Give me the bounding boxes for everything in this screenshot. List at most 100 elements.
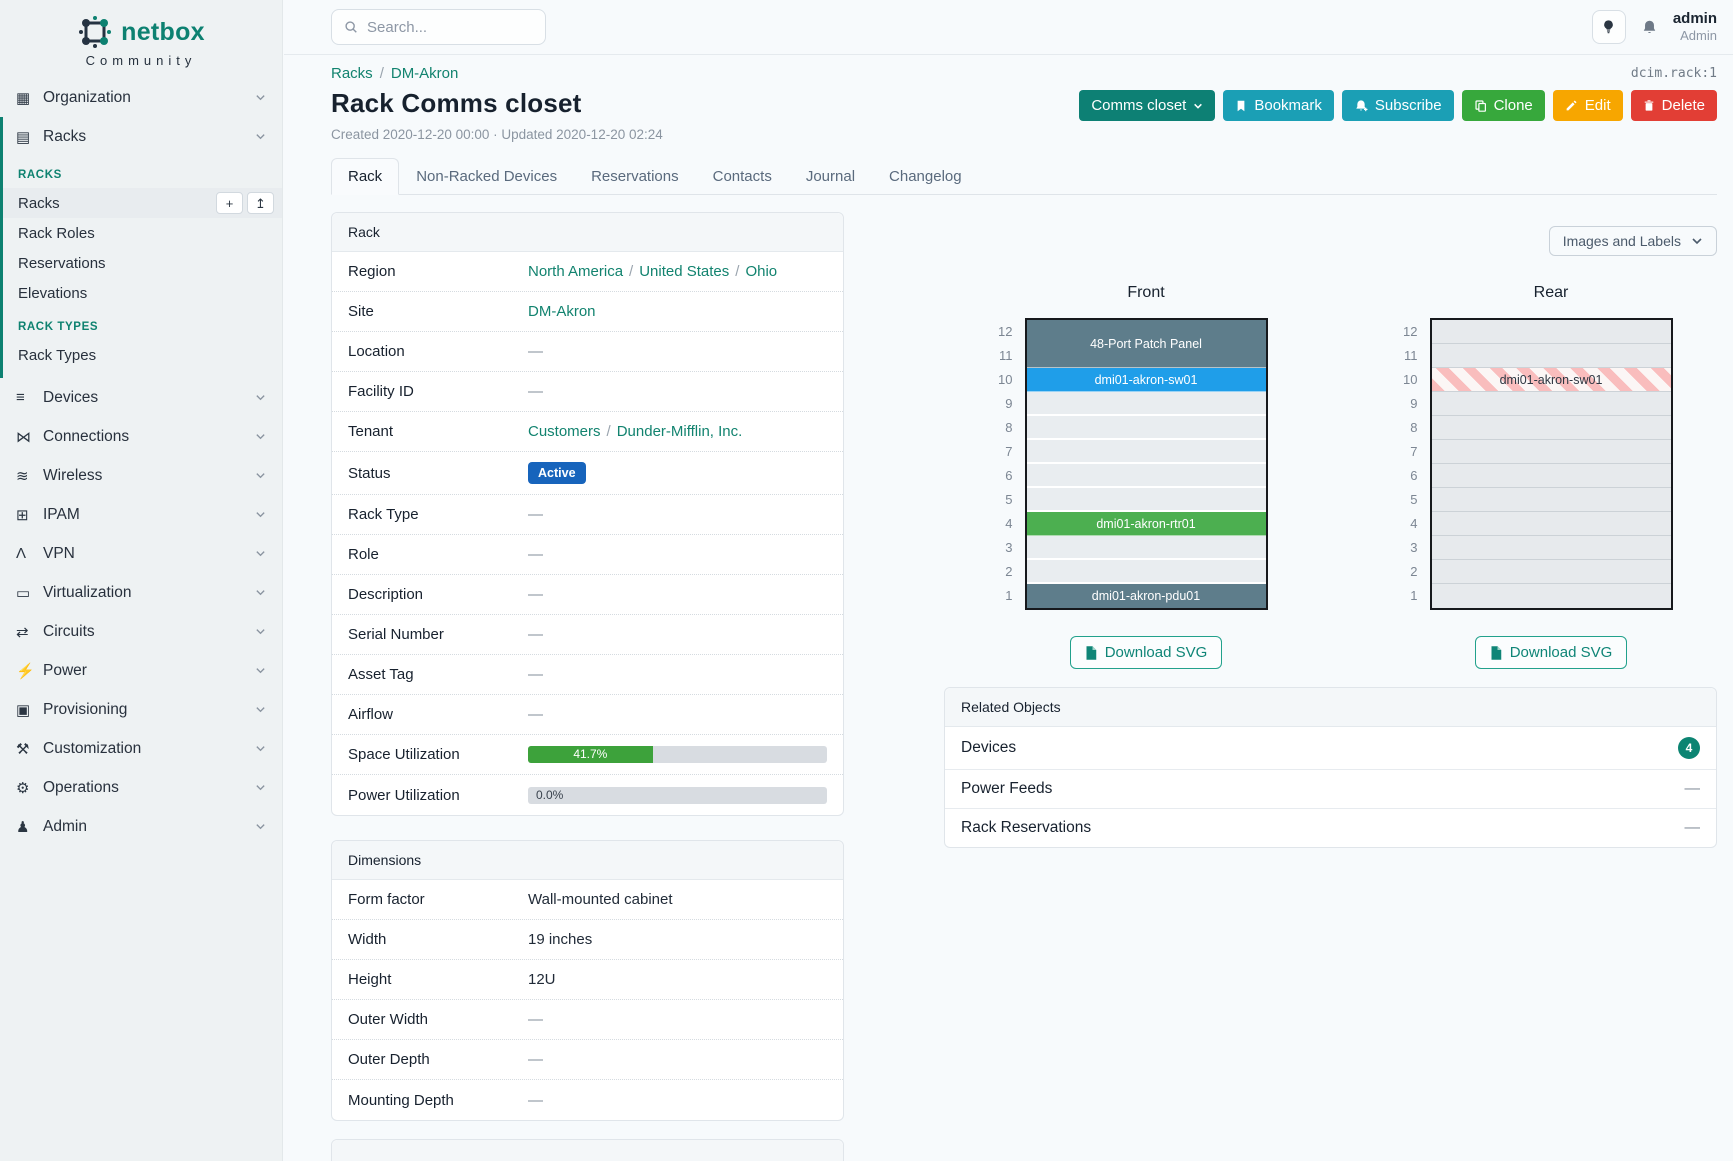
related-row-power-feeds[interactable]: Power Feeds — [945,770,1716,809]
rack-unit-device[interactable]: dmi01-akron-pdu01 [1026,584,1266,608]
sidebar-item-label: Organization [43,88,131,106]
rack-unit-device[interactable]: 48-Port Patch Panel [1026,320,1266,368]
link-dunder-mifflin-inc[interactable]: Dunder-Mifflin, Inc. [616,423,743,440]
bookmark-icon [1237,100,1245,111]
rack-unit-device[interactable]: dmi01-akron-sw01 [1431,368,1671,392]
chevron-down-icon [256,707,265,713]
related-row-devices[interactable]: Devices 4 [945,727,1716,770]
sidebar-item-elevations[interactable]: Elevations [3,278,282,308]
search-box[interactable] [331,9,546,45]
user-menu[interactable]: admin Admin [1673,10,1717,44]
download-svg-front-button[interactable]: Download SVG [1069,636,1223,669]
front-elevation-title: Front [1127,284,1165,301]
rack-unit-device[interactable]: dmi01-akron-rtr01 [1026,512,1266,536]
tab-changelog[interactable]: Changelog [889,168,962,185]
sidebar-item-circuits[interactable]: ⇄ Circuits [0,612,282,651]
field-value: — [528,343,543,360]
link-ohio[interactable]: Ohio [745,263,778,280]
sidebar-item-devices[interactable]: ≡ Devices [0,378,282,417]
comms-closet-dropdown-button[interactable]: Comms closet [1079,90,1216,121]
sidebar-item-racks[interactable]: ▤ Racks [3,117,282,156]
sidebar-item-operations[interactable]: ⚙ Operations [0,768,282,807]
table-row: Asset Tag — [332,655,843,695]
sidebar-item-wireless[interactable]: ≋ Wireless [0,456,282,495]
sidebar-item-connections[interactable]: ⋈ Connections [0,417,282,456]
download-svg-rear-button[interactable]: Download SVG [1474,636,1628,669]
breadcrumb-link-racks[interactable]: Racks [331,65,373,82]
clone-button[interactable]: Clone [1461,90,1545,121]
sidebar-item-provisioning[interactable]: ▣ Provisioning [0,690,282,729]
next-panel-partial [331,1139,844,1161]
tab-reservations[interactable]: Reservations [591,168,679,185]
link-customers[interactable]: Customers [528,423,601,440]
import-button[interactable]: ↥ [247,192,274,214]
field-value: 19 inches [528,931,827,948]
notifications-bell-icon[interactable] [1641,19,1658,36]
racks-icon: ▤ [16,128,31,146]
theme-toggle-button[interactable] [1591,10,1626,44]
file-download-icon [1491,645,1501,660]
breadcrumb-link-site[interactable]: DM-Akron [390,65,459,82]
chevron-down-icon [256,512,265,518]
field-value: DM-Akron [528,303,827,320]
images-and-labels-toggle[interactable]: Images and Labels [1548,226,1717,256]
field-value: 12U [528,971,827,988]
delete-button[interactable]: Delete [1630,90,1717,121]
field-value: — [528,383,543,400]
subscribe-button[interactable]: Subscribe [1341,90,1454,121]
tab-contacts[interactable]: Contacts [712,168,772,185]
related-label: Devices [961,739,1017,756]
link-united-states[interactable]: United States [639,263,730,280]
add-button[interactable]: + [216,192,243,214]
field-label: Airflow [348,706,394,723]
sidebar-item-rack-types[interactable]: Rack Types [3,340,282,370]
field-value: — [528,506,543,523]
table-row: Status Active [332,452,843,495]
sidebar-item-organization[interactable]: ▦ Organization [0,78,282,117]
sidebar-item-admin[interactable]: ♟ Admin [0,807,282,846]
sidebar-item-rack-roles[interactable]: Rack Roles [3,218,282,248]
chevron-down-icon [256,395,265,401]
object-reference: dcim.rack:1 [1630,66,1717,81]
link-dm-akron[interactable]: DM-Akron [528,303,596,320]
netbox-logo[interactable]: netbox Community [0,0,282,78]
rack-unit-device[interactable]: dmi01-akron-sw01 [1026,368,1266,392]
power-icon: ⚡ [16,662,35,680]
link-north-america[interactable]: North America [528,263,624,280]
table-row: Height 12U [332,960,843,1000]
chevron-down-icon [255,131,266,142]
lightbulb-icon [1604,20,1614,34]
field-label: Facility ID [348,383,414,400]
tab-journal[interactable]: Journal [805,168,856,185]
sidebar-item-virtualization[interactable]: ▭ Virtualization [0,573,282,612]
sidebar-item-racks[interactable]: Racks + ↥ [3,188,282,218]
chevron-down-icon [1194,103,1203,109]
sidebar-item-customization[interactable]: ⚒ Customization [0,729,282,768]
chevron-down-icon [256,590,265,596]
chevron-down-icon [255,743,266,754]
sidebar-item-reservations[interactable]: Reservations [3,248,282,278]
unit-number: 5 [1410,492,1418,507]
edit-button[interactable]: Edit [1552,90,1623,121]
chevron-down-icon [256,746,265,752]
bookmark-button[interactable]: Bookmark [1223,90,1334,121]
sidebar-item-power[interactable]: ⚡ Power [0,651,282,690]
tab-non-racked-devices[interactable]: Non-Racked Devices [416,168,558,185]
tab-rack[interactable]: Rack [331,158,400,195]
search-input[interactable] [367,18,533,36]
field-label: Rack Type [348,506,419,523]
user-name: admin [1672,10,1717,28]
sidebar-item-label: Rack Roles [18,224,95,242]
table-row: Width 19 inches [332,920,843,960]
table-row: Tenant Customers / Dunder-Mifflin, Inc. [332,412,843,452]
sidebar-item-label: Racks [43,127,87,145]
rack-elevation: dmi01-akron-sw01 [1429,318,1673,610]
related-row-rack-reservations[interactable]: Rack Reservations — [945,809,1716,847]
sidebar-item-vpn[interactable]: Λ VPN [0,534,282,573]
field-value: Wall-mounted cabinet [528,891,827,908]
table-row: Space Utilization 41.7% [332,735,843,775]
devices-icon: ≡ [16,389,25,406]
sidebar-item-ipam[interactable]: ⊞ IPAM [0,495,282,534]
field-value: Active [528,462,827,484]
table-row: Serial Number — [332,615,843,655]
